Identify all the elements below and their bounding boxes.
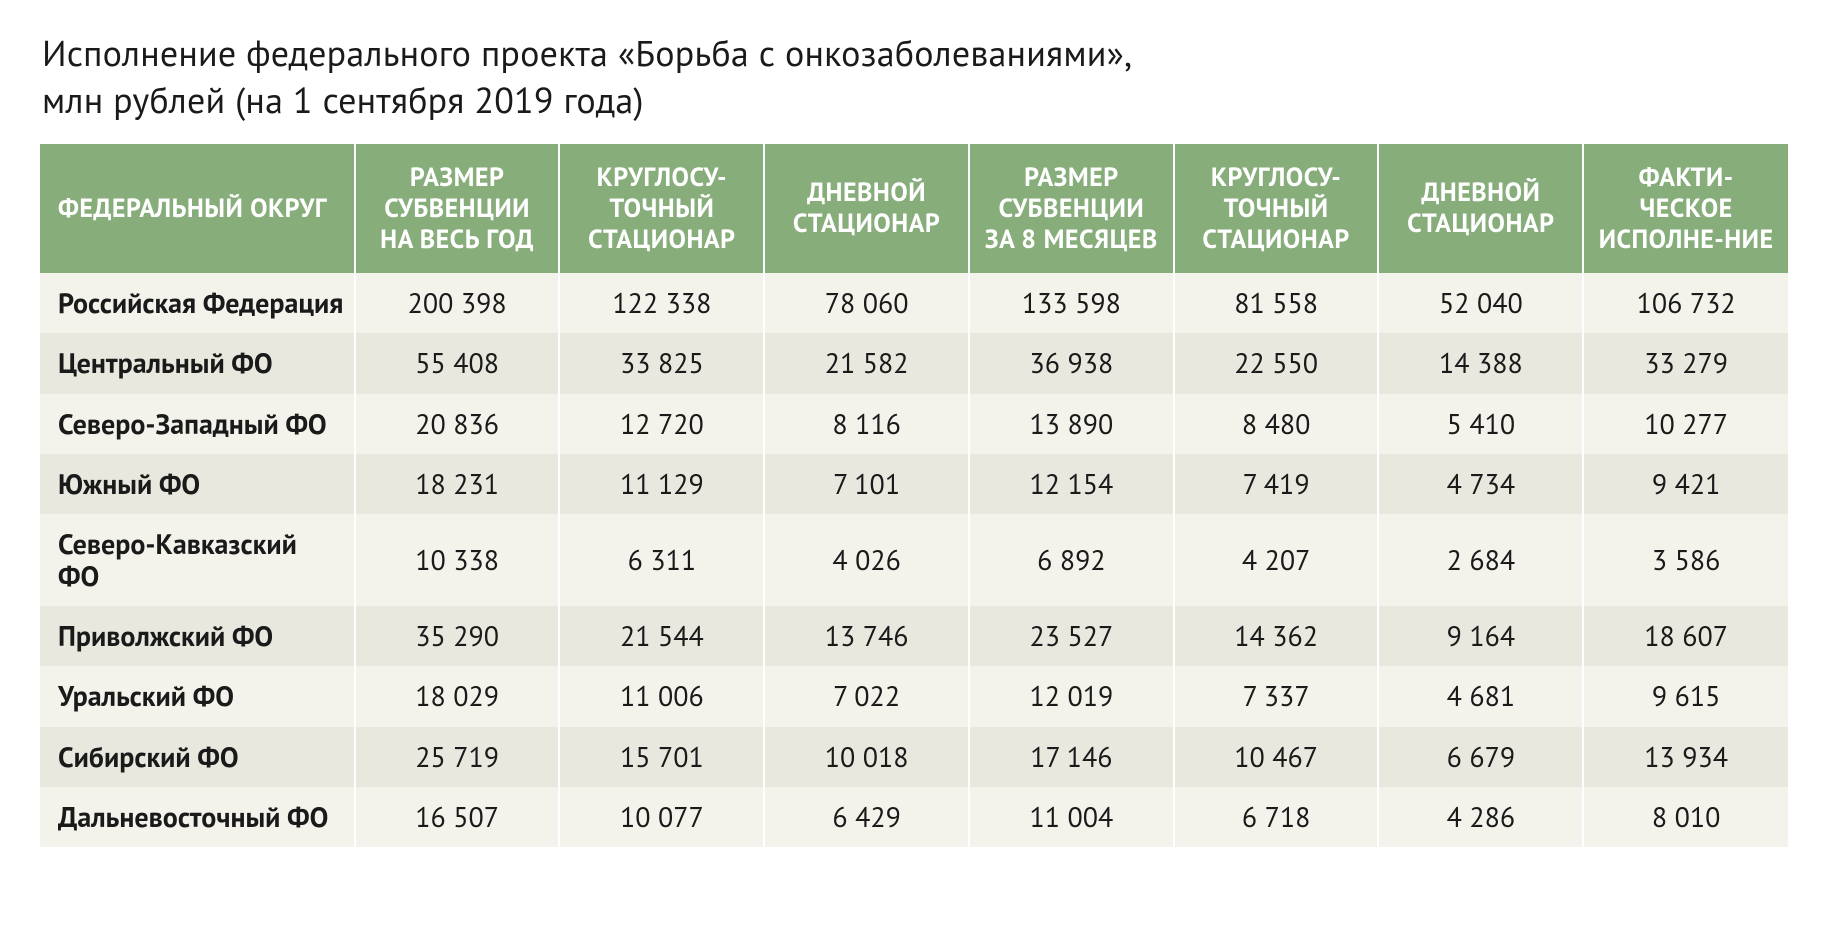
col-header: КРУГЛОСУ-ТОЧНЫЙ СТАЦИОНАР xyxy=(1174,144,1379,274)
cell-value: 10 277 xyxy=(1583,394,1788,454)
table-header-row: ФЕДЕРАЛЬНЫЙ ОКРУГ РАЗМЕР СУБВЕНЦИИ НА ВЕ… xyxy=(40,144,1788,274)
title-line-2: млн рублей (на 1 сентября 2019 года) xyxy=(42,76,644,123)
cell-value: 6 718 xyxy=(1174,787,1379,847)
cell-value: 3 586 xyxy=(1583,514,1788,606)
cell-value: 6 679 xyxy=(1378,727,1583,787)
cell-value: 7 101 xyxy=(764,454,969,514)
cell-value: 22 550 xyxy=(1174,333,1379,393)
cell-value: 6 311 xyxy=(559,514,764,606)
cell-value: 10 077 xyxy=(559,787,764,847)
cell-value: 106 732 xyxy=(1583,273,1788,333)
row-label: Северо-Западный ФО xyxy=(40,394,355,454)
cell-value: 17 146 xyxy=(969,727,1174,787)
cell-value: 78 060 xyxy=(764,273,969,333)
cell-value: 7 022 xyxy=(764,666,969,726)
cell-value: 52 040 xyxy=(1378,273,1583,333)
table-row: Северо-Западный ФО20 83612 7208 11613 89… xyxy=(40,394,1788,454)
cell-value: 13 746 xyxy=(764,606,969,666)
cell-value: 9 615 xyxy=(1583,666,1788,726)
cell-value: 33 825 xyxy=(559,333,764,393)
cell-value: 2 684 xyxy=(1378,514,1583,606)
cell-value: 13 934 xyxy=(1583,727,1788,787)
cell-value: 8 010 xyxy=(1583,787,1788,847)
cell-value: 12 720 xyxy=(559,394,764,454)
col-header: ФЕДЕРАЛЬНЫЙ ОКРУГ xyxy=(40,144,355,274)
cell-value: 6 429 xyxy=(764,787,969,847)
cell-value: 36 938 xyxy=(969,333,1174,393)
cell-value: 18 231 xyxy=(355,454,560,514)
row-label: Дальневосточный ФО xyxy=(40,787,355,847)
row-label: Южный ФО xyxy=(40,454,355,514)
cell-value: 55 408 xyxy=(355,333,560,393)
cell-value: 122 338 xyxy=(559,273,764,333)
col-header: КРУГЛОСУ-ТОЧНЫЙ СТАЦИОНАР xyxy=(559,144,764,274)
title-line-1: Исполнение федерального проекта «Борьба … xyxy=(42,29,1132,76)
cell-value: 5 410 xyxy=(1378,394,1583,454)
cell-value: 14 362 xyxy=(1174,606,1379,666)
cell-value: 12 154 xyxy=(969,454,1174,514)
cell-value: 21 544 xyxy=(559,606,764,666)
table-row: Южный ФО18 23111 1297 10112 1547 4194 73… xyxy=(40,454,1788,514)
cell-value: 9 164 xyxy=(1378,606,1583,666)
cell-value: 10 018 xyxy=(764,727,969,787)
cell-value: 11 129 xyxy=(559,454,764,514)
cell-value: 10 467 xyxy=(1174,727,1379,787)
table-row: Северо-Кавказский ФО10 3386 3114 0266 89… xyxy=(40,514,1788,606)
cell-value: 4 026 xyxy=(764,514,969,606)
cell-value: 11 006 xyxy=(559,666,764,726)
col-header: РАЗМЕР СУБВЕНЦИИ НА ВЕСЬ ГОД xyxy=(355,144,560,274)
row-label: Сибирский ФО xyxy=(40,727,355,787)
col-header: ФАКТИ-ЧЕСКОЕ ИСПОЛНЕ-НИЕ xyxy=(1583,144,1788,274)
cell-value: 21 582 xyxy=(764,333,969,393)
table-head: ФЕДЕРАЛЬНЫЙ ОКРУГ РАЗМЕР СУБВЕНЦИИ НА ВЕ… xyxy=(40,144,1788,274)
cell-value: 20 836 xyxy=(355,394,560,454)
page-title: Исполнение федерального проекта «Борьба … xyxy=(42,30,1788,124)
row-label: Северо-Кавказский ФО xyxy=(40,514,355,606)
table-row: Приволжский ФО35 29021 54413 74623 52714… xyxy=(40,606,1788,666)
row-label: Центральный ФО xyxy=(40,333,355,393)
cell-value: 9 421 xyxy=(1583,454,1788,514)
cell-value: 35 290 xyxy=(355,606,560,666)
cell-value: 13 890 xyxy=(969,394,1174,454)
cell-value: 81 558 xyxy=(1174,273,1379,333)
table-row: Уральский ФО18 02911 0067 02212 0197 337… xyxy=(40,666,1788,726)
cell-value: 14 388 xyxy=(1378,333,1583,393)
cell-value: 16 507 xyxy=(355,787,560,847)
table-row: Сибирский ФО25 71915 70110 01817 14610 4… xyxy=(40,727,1788,787)
table-row: Российская Федерация200 398122 33878 060… xyxy=(40,273,1788,333)
cell-value: 10 338 xyxy=(355,514,560,606)
cell-value: 18 607 xyxy=(1583,606,1788,666)
col-header: РАЗМЕР СУБВЕНЦИИ ЗА 8 МЕСЯЦЕВ xyxy=(969,144,1174,274)
col-header: ДНЕВНОЙ СТАЦИОНАР xyxy=(764,144,969,274)
table-body: Российская Федерация200 398122 33878 060… xyxy=(40,273,1788,847)
table-row: Дальневосточный ФО16 50710 0776 42911 00… xyxy=(40,787,1788,847)
cell-value: 7 337 xyxy=(1174,666,1379,726)
cell-value: 23 527 xyxy=(969,606,1174,666)
row-label: Уральский ФО xyxy=(40,666,355,726)
cell-value: 200 398 xyxy=(355,273,560,333)
cell-value: 8 480 xyxy=(1174,394,1379,454)
cell-value: 11 004 xyxy=(969,787,1174,847)
cell-value: 4 681 xyxy=(1378,666,1583,726)
data-table: ФЕДЕРАЛЬНЫЙ ОКРУГ РАЗМЕР СУБВЕНЦИИ НА ВЕ… xyxy=(40,144,1788,847)
row-label: Российская Федерация xyxy=(40,273,355,333)
table-row: Центральный ФО55 40833 82521 58236 93822… xyxy=(40,333,1788,393)
cell-value: 15 701 xyxy=(559,727,764,787)
cell-value: 6 892 xyxy=(969,514,1174,606)
cell-value: 25 719 xyxy=(355,727,560,787)
cell-value: 133 598 xyxy=(969,273,1174,333)
cell-value: 12 019 xyxy=(969,666,1174,726)
cell-value: 4 734 xyxy=(1378,454,1583,514)
page: Исполнение федерального проекта «Борьба … xyxy=(0,0,1828,887)
cell-value: 18 029 xyxy=(355,666,560,726)
cell-value: 8 116 xyxy=(764,394,969,454)
row-label: Приволжский ФО xyxy=(40,606,355,666)
cell-value: 33 279 xyxy=(1583,333,1788,393)
cell-value: 7 419 xyxy=(1174,454,1379,514)
cell-value: 4 207 xyxy=(1174,514,1379,606)
col-header: ДНЕВНОЙ СТАЦИОНАР xyxy=(1378,144,1583,274)
cell-value: 4 286 xyxy=(1378,787,1583,847)
